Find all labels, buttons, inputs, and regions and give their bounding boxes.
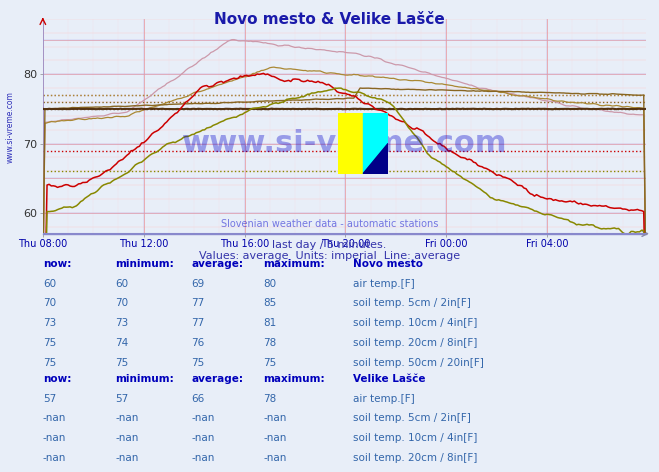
Text: soil temp. 5cm / 2in[F]: soil temp. 5cm / 2in[F] — [353, 298, 471, 308]
Text: 77: 77 — [191, 318, 204, 328]
Text: -nan: -nan — [115, 413, 138, 423]
Text: -nan: -nan — [264, 413, 287, 423]
Text: 70: 70 — [43, 298, 56, 308]
Text: 66: 66 — [191, 394, 204, 404]
Text: -nan: -nan — [43, 413, 66, 423]
Text: 81: 81 — [264, 318, 277, 328]
Text: 77: 77 — [191, 298, 204, 308]
Text: soil temp. 20cm / 8in[F]: soil temp. 20cm / 8in[F] — [353, 338, 477, 348]
Text: maximum:: maximum: — [264, 259, 326, 269]
Text: now:: now: — [43, 374, 71, 384]
Text: Novo mesto: Novo mesto — [353, 259, 422, 269]
Text: soil temp. 20cm / 8in[F]: soil temp. 20cm / 8in[F] — [353, 453, 477, 463]
Text: 78: 78 — [264, 338, 277, 348]
Text: soil temp. 10cm / 4in[F]: soil temp. 10cm / 4in[F] — [353, 318, 477, 328]
Text: 73: 73 — [115, 318, 129, 328]
Text: -nan: -nan — [264, 433, 287, 443]
Text: 57: 57 — [43, 394, 56, 404]
Text: air temp.[F]: air temp.[F] — [353, 278, 415, 288]
Text: 73: 73 — [43, 318, 56, 328]
Text: Slovenian weather data - automatic stations: Slovenian weather data - automatic stati… — [221, 219, 438, 229]
Text: 75: 75 — [264, 358, 277, 368]
Text: -nan: -nan — [43, 433, 66, 443]
Text: 85: 85 — [264, 298, 277, 308]
Text: 60: 60 — [115, 278, 129, 288]
Text: Novo mesto & Velike Lašče: Novo mesto & Velike Lašče — [214, 12, 445, 27]
Text: minimum:: minimum: — [115, 259, 174, 269]
Text: -nan: -nan — [191, 433, 214, 443]
Text: soil temp. 5cm / 2in[F]: soil temp. 5cm / 2in[F] — [353, 413, 471, 423]
Text: -nan: -nan — [115, 433, 138, 443]
Text: minimum:: minimum: — [115, 374, 174, 384]
Text: 69: 69 — [191, 278, 204, 288]
Text: 74: 74 — [115, 338, 129, 348]
Text: maximum:: maximum: — [264, 374, 326, 384]
Text: -nan: -nan — [191, 453, 214, 463]
Text: air temp.[F]: air temp.[F] — [353, 394, 415, 404]
Text: -nan: -nan — [43, 453, 66, 463]
Text: -nan: -nan — [115, 453, 138, 463]
Polygon shape — [363, 143, 388, 174]
Text: www.si-vreme.com: www.si-vreme.com — [182, 129, 507, 158]
Text: 70: 70 — [115, 298, 129, 308]
Text: 75: 75 — [115, 358, 129, 368]
Text: 76: 76 — [191, 338, 204, 348]
Polygon shape — [363, 113, 388, 174]
Text: soil temp. 10cm / 4in[F]: soil temp. 10cm / 4in[F] — [353, 433, 477, 443]
Text: average:: average: — [191, 259, 243, 269]
Text: now:: now: — [43, 259, 71, 269]
Text: soil temp. 50cm / 20in[F]: soil temp. 50cm / 20in[F] — [353, 358, 484, 368]
Text: average:: average: — [191, 374, 243, 384]
Text: 60: 60 — [43, 278, 56, 288]
Text: 57: 57 — [115, 394, 129, 404]
Text: last day / 5 minutes.: last day / 5 minutes. — [272, 240, 387, 250]
Text: Velike Lašče: Velike Lašče — [353, 374, 425, 384]
Text: www.si-vreme.com: www.si-vreme.com — [5, 92, 14, 163]
Text: 75: 75 — [43, 358, 56, 368]
Text: -nan: -nan — [264, 453, 287, 463]
Text: 75: 75 — [191, 358, 204, 368]
Text: 75: 75 — [43, 338, 56, 348]
Text: 78: 78 — [264, 394, 277, 404]
Text: 80: 80 — [264, 278, 277, 288]
Text: -nan: -nan — [191, 413, 214, 423]
Text: Values: average  Units: imperial  Line: average: Values: average Units: imperial Line: av… — [199, 251, 460, 261]
Polygon shape — [338, 113, 363, 174]
